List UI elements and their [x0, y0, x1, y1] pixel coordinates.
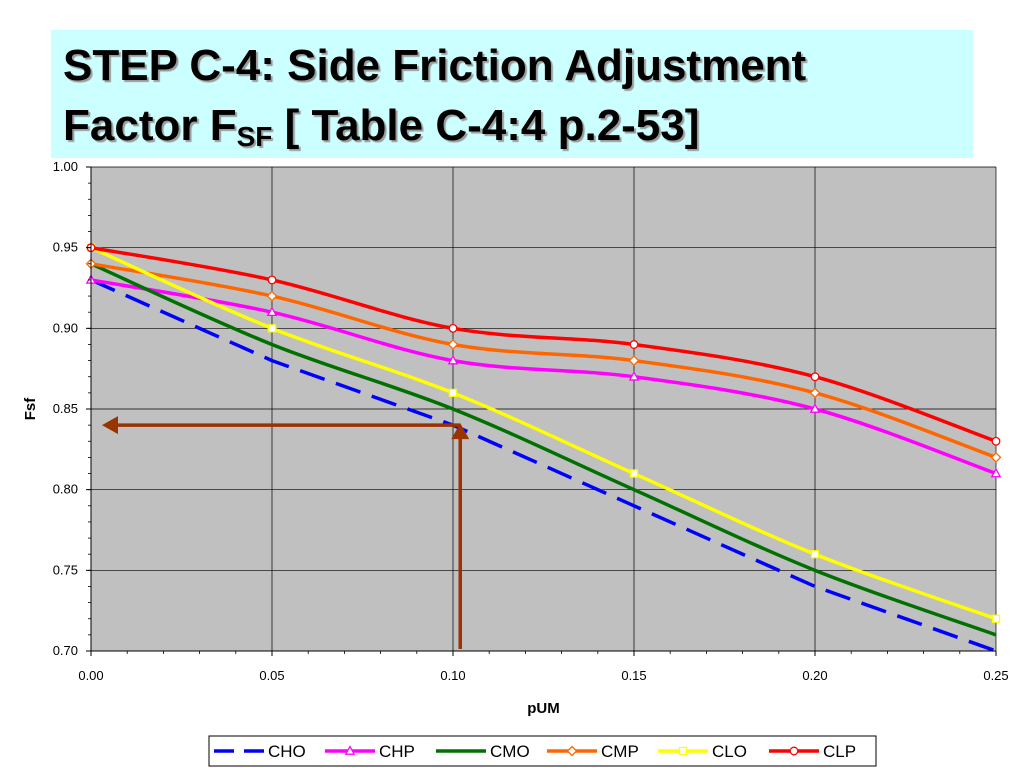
x-tick-label: 0.15: [621, 668, 646, 683]
data-point-clp: [991, 436, 1001, 446]
x-axis-title: pUM: [527, 700, 560, 717]
series-line-cmo: [90, 262, 997, 637]
data-point-chp: [809, 403, 821, 413]
legend-box: [208, 735, 877, 767]
legend-label-cmp: CMP: [601, 742, 639, 761]
legend-marker-clo: [678, 746, 688, 756]
legend-item-cmo: CMO: [436, 742, 530, 761]
legend-item-clo: CLO: [658, 742, 747, 761]
series-line-chp: [90, 278, 997, 476]
x-tick-label: 0.25: [983, 668, 1008, 683]
data-point-cmp: [990, 451, 1002, 463]
data-point-chp: [266, 306, 278, 317]
series-chp: [85, 274, 1002, 478]
series-line-clp: [90, 245, 997, 443]
legend-label-cmo: CMO: [490, 742, 530, 761]
data-point-chp: [628, 370, 640, 381]
data-point-cmp: [266, 290, 278, 302]
x-tick-label: 0.05: [259, 668, 284, 683]
legend-marker-clp: [789, 746, 799, 756]
legend-label-clp: CLP: [823, 742, 856, 761]
x-tick-label: 0.00: [78, 668, 103, 683]
y-tick-label: 0.90: [53, 320, 78, 335]
data-point-clp: [267, 275, 277, 285]
series-cmo: [90, 262, 997, 637]
y-tick-label: 1.00: [53, 159, 78, 174]
legend-marker-chp: [344, 745, 356, 755]
data-point-clo: [991, 614, 1001, 623]
legend-item-cho: CHO: [214, 742, 306, 761]
series-line-cho: [90, 278, 997, 653]
y-tick-label: 0.80: [53, 482, 78, 497]
legend-label-chp: CHP: [379, 742, 415, 761]
legend-item-chp: CHP: [325, 742, 415, 761]
x-tick-label: 0.10: [440, 668, 465, 683]
data-point-clo: [810, 550, 820, 559]
title-box: STEP C-4: Side Friction Adjustment Facto…: [51, 30, 973, 158]
legend-item-cmp: CMP: [547, 742, 639, 761]
title-subscript: SF: [236, 121, 273, 152]
legend-label-clo: CLO: [712, 742, 747, 761]
legend-marker-cmp: [566, 745, 578, 757]
data-point-clo: [448, 388, 458, 398]
x-tick-label: 0.20: [802, 668, 827, 683]
data-point-chp: [447, 354, 459, 365]
y-tick-label: 0.75: [53, 562, 78, 577]
axes: 0.70 0.75 0.80 0.85 0.90 0.95 1.00 0.00 0.05 0.10…: [22, 159, 1009, 717]
legend-item-clp: CLP: [769, 742, 856, 761]
data-point-chp: [990, 467, 1002, 478]
legend-label-cho: CHO: [268, 742, 306, 761]
series-line-clo: [90, 246, 997, 621]
title-table-ref: [ Table C-4:4 p.2-53]: [272, 101, 700, 150]
data-point-cmp: [628, 355, 640, 367]
data-point-clp: [629, 340, 639, 349]
series-cho: [90, 278, 997, 653]
annotation-arrows: [102, 416, 470, 649]
slide-title-line1: STEP C-4: Side Friction Adjustment: [63, 41, 807, 90]
annotation-vertical-arrow-head: [451, 423, 470, 440]
slide-title-line2: Factor FSF [ Table C-4:4 p.2-53]: [63, 101, 700, 151]
plot-area: [85, 166, 1002, 653]
y-axis-title: Fsf: [22, 397, 39, 421]
data-point-clp: [810, 372, 820, 382]
y-tick-label: 0.95: [53, 240, 78, 255]
data-point-cmp: [447, 339, 459, 350]
data-point-clo: [267, 324, 277, 333]
data-point-cmp: [809, 387, 821, 399]
data-point-clp: [448, 323, 458, 333]
legend: CHO CHP CMO CMP CLO CLP: [208, 735, 877, 767]
annotation-horizontal-arrow-head: [102, 416, 118, 435]
title-factor-text: Factor F: [63, 101, 237, 150]
y-tick-label: 0.85: [53, 401, 78, 416]
data-point-clo: [629, 469, 639, 478]
series-line-cmp: [90, 262, 997, 460]
y-tick-label: 0.70: [53, 643, 78, 658]
